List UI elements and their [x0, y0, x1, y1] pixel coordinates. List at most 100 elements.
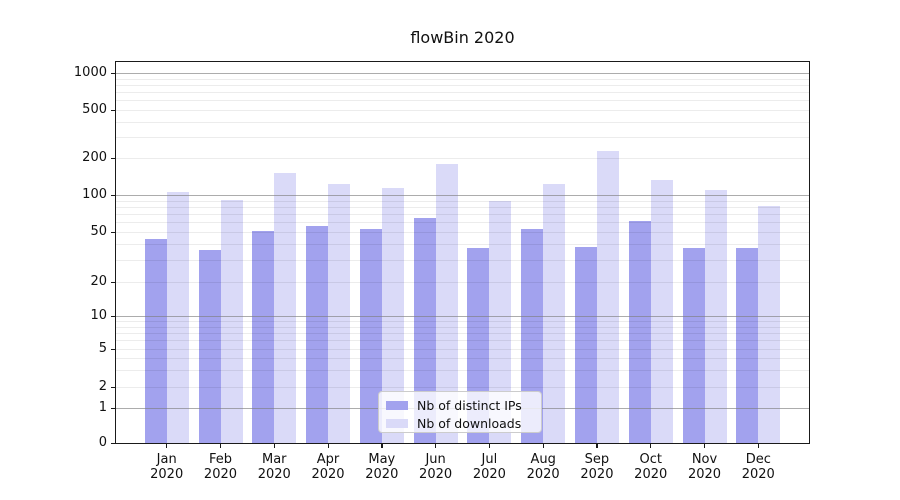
x-tick-label: Dec 2020	[741, 452, 775, 482]
legend-item-downloads: Nb of downloads	[386, 416, 533, 431]
gridline-minor	[115, 92, 810, 93]
x-tick-label: May 2020	[365, 452, 399, 482]
gridline-minor	[115, 232, 810, 233]
y-tick-mark	[111, 442, 115, 444]
gridline-minor	[115, 327, 810, 328]
gridline-minor	[115, 358, 810, 359]
gridline-minor	[115, 370, 810, 371]
gridline-minor	[115, 79, 810, 80]
gridline-minor	[115, 122, 810, 123]
y-tick-label: 100	[82, 187, 107, 202]
x-tick-mark	[381, 444, 383, 448]
grid-layer	[115, 61, 810, 444]
gridline-minor	[115, 110, 810, 111]
gridline-minor	[115, 349, 810, 350]
gridline-minor	[115, 321, 810, 322]
bar-downloads	[435, 164, 458, 444]
y-tick-label: 10	[90, 308, 107, 323]
bar-distinct-ips	[574, 247, 597, 444]
gridline-minor	[115, 85, 810, 86]
gridline-minor	[115, 340, 810, 341]
x-tick-mark	[219, 444, 222, 448]
gridline-minor	[115, 100, 810, 101]
gridline-minor	[115, 207, 810, 208]
x-tick-label: Jan 2020	[150, 452, 184, 482]
bar-distinct-ips	[413, 218, 436, 444]
y-tick-label: 500	[82, 102, 107, 117]
legend: Nb of distinct IPs Nb of downloads	[378, 391, 542, 433]
legend-swatch-downloads	[386, 419, 408, 428]
gridline-minor	[115, 222, 810, 223]
x-tick-label: Aug 2020	[526, 452, 560, 482]
x-tick-label: Nov 2020	[687, 452, 722, 482]
y-tick-mark	[111, 72, 115, 74]
bar-downloads	[758, 205, 781, 444]
x-tick-label: Sep 2020	[580, 452, 614, 482]
x-tick-mark	[327, 444, 329, 448]
plot-frame	[115, 61, 810, 444]
legend-swatch-distinct-ips	[386, 401, 408, 410]
chart-title: flowBin 2020	[410, 28, 515, 47]
x-tick-label: Oct 2020	[634, 452, 668, 482]
y-tick-mark	[111, 109, 115, 111]
gridline-minor	[115, 158, 810, 159]
x-tick-mark	[542, 444, 544, 448]
bar-downloads	[596, 150, 619, 444]
x-tick-mark	[166, 444, 168, 448]
bar-distinct-ips	[252, 230, 275, 444]
bar-distinct-ips	[306, 226, 328, 444]
y-tick-label: 2	[98, 379, 107, 394]
bar-distinct-ips	[736, 248, 759, 444]
legend-label-distinct-ips: Nb of distinct IPs	[417, 398, 522, 413]
y-tick-label: 1000	[73, 65, 107, 80]
y-tick-label: 0	[98, 435, 107, 450]
gridline-major	[115, 195, 810, 196]
bar-distinct-ips	[628, 220, 651, 444]
bar-distinct-ips	[682, 248, 705, 444]
bars-layer	[115, 61, 810, 444]
bar-downloads	[650, 180, 673, 444]
x-tick-mark	[435, 444, 437, 448]
bar-distinct-ips	[521, 228, 544, 444]
y-tick-label: 50	[90, 224, 107, 239]
x-tick-mark	[650, 444, 652, 448]
plot-area	[115, 61, 810, 444]
x-tick-label: Apr 2020	[311, 452, 345, 482]
y-tick-label: 1	[98, 400, 107, 415]
gridline-minor	[115, 214, 810, 215]
gridline-minor	[115, 333, 810, 334]
bar-distinct-ips	[144, 239, 167, 444]
y-tick-mark	[111, 348, 115, 350]
y-tick-mark	[111, 194, 115, 196]
x-tick-mark	[273, 444, 275, 448]
gridline-major	[115, 316, 810, 317]
x-tick-mark	[757, 444, 759, 448]
gridline-minor	[115, 387, 810, 388]
x-tick-label: Jul 2020	[472, 452, 506, 482]
x-tick-label: Feb 2020	[203, 452, 238, 482]
legend-label-downloads: Nb of downloads	[417, 416, 522, 431]
legend-item-distinct-ips: Nb of distinct IPs	[386, 398, 533, 413]
gridline-major	[115, 73, 810, 74]
x-tick-mark	[704, 444, 706, 448]
gridline-minor	[115, 244, 810, 245]
gridline-minor	[115, 137, 810, 138]
bar-downloads	[274, 173, 297, 444]
gridline-minor	[115, 201, 810, 202]
bar-downloads	[328, 184, 350, 444]
y-tick-mark	[111, 315, 115, 317]
bar-downloads	[489, 200, 512, 444]
bar-distinct-ips	[198, 249, 221, 444]
y-tick-mark	[111, 157, 115, 159]
bar-downloads	[543, 184, 566, 444]
y-tick-label: 5	[98, 341, 107, 356]
bar-downloads	[166, 192, 189, 444]
y-tick-mark	[111, 407, 115, 409]
bar-downloads	[220, 199, 243, 444]
y-tick-label: 200	[82, 150, 107, 165]
x-tick-mark	[488, 444, 491, 448]
bar-distinct-ips	[359, 228, 382, 444]
gridline-minor	[115, 260, 810, 261]
x-tick-mark	[596, 444, 598, 448]
